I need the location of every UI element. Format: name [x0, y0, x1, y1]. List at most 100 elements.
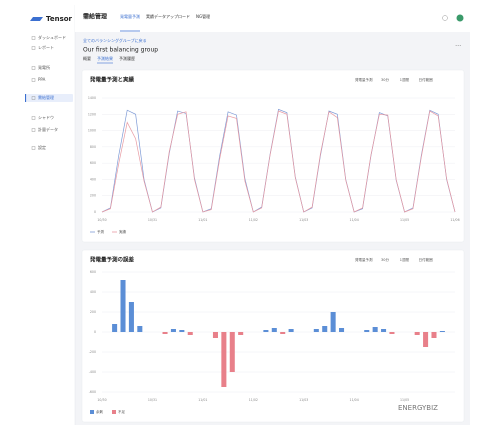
- bar: [238, 332, 244, 335]
- bar: [431, 332, 437, 338]
- y-tick-label: 800: [90, 145, 96, 149]
- toolbar-item[interactable]: 発電量予測: [355, 77, 373, 82]
- legend-swatch: [90, 410, 94, 414]
- bar: [120, 280, 126, 332]
- nav-bar: [25, 94, 27, 102]
- toolbar-item[interactable]: 日付範囲: [419, 257, 433, 262]
- header-tab[interactable]: 発電量予測: [120, 13, 140, 19]
- nav-icon: [31, 78, 36, 82]
- watermark: ENERGYBIZ: [398, 404, 438, 412]
- y-tick-label: 200: [90, 194, 96, 198]
- bar: [439, 331, 445, 332]
- x-tick-label: 11/02: [249, 398, 258, 402]
- y-tick-label: 600: [90, 161, 96, 165]
- chart-title: 発電量予測と実績: [90, 76, 135, 84]
- nav-item[interactable]: 計量データ: [38, 126, 58, 132]
- y-tick-label: 600: [90, 270, 96, 274]
- bar: [221, 332, 227, 387]
- avatar[interactable]: [456, 14, 464, 22]
- legend-label: 実績: [119, 229, 126, 234]
- bar: [288, 329, 294, 332]
- bar: [381, 329, 387, 332]
- chart-title: 発電量予測の誤差: [90, 256, 135, 264]
- y-tick-label: 1400: [88, 96, 96, 100]
- nav-item[interactable]: PPA: [38, 77, 46, 82]
- y-tick-label: 0: [94, 210, 96, 214]
- nav-icon: [31, 96, 36, 100]
- bar: [229, 332, 235, 372]
- bar: [137, 326, 143, 332]
- bar: [389, 332, 395, 334]
- legend-label: 余剰: [96, 409, 103, 414]
- sub-tab[interactable]: 予測結果: [97, 55, 113, 61]
- nav-item[interactable]: 需給管理: [38, 94, 54, 100]
- nav-item[interactable]: ダッシュボード: [38, 34, 66, 40]
- x-tick-label: 11/01: [198, 218, 207, 222]
- nav-icon: [31, 66, 36, 70]
- bar: [263, 330, 269, 332]
- bar: [423, 332, 429, 347]
- y-tick-label: 200: [90, 310, 96, 314]
- help-icon[interactable]: [442, 15, 448, 21]
- nav-item[interactable]: シャドウ: [38, 114, 54, 120]
- legend-swatch: [112, 410, 116, 414]
- x-tick-label: 11/01: [198, 398, 207, 402]
- x-tick-label: 11/06: [450, 218, 459, 222]
- bar: [187, 332, 193, 335]
- nav-icon: [31, 146, 36, 150]
- toolbar-item[interactable]: 30分: [381, 257, 389, 262]
- y-tick-label: -600: [89, 390, 96, 394]
- legend-label: 予測: [97, 229, 104, 234]
- logo: Tensor: [46, 15, 73, 23]
- bar: [112, 324, 118, 332]
- y-tick-label: 1000: [88, 129, 96, 133]
- header: [75, 5, 470, 32]
- bar: [280, 332, 286, 334]
- bar: [330, 312, 336, 332]
- toolbar-item[interactable]: 1週間: [400, 257, 410, 262]
- y-tick-label: -400: [89, 370, 96, 374]
- x-tick-label: 10/30: [97, 218, 106, 222]
- logo-mark: [30, 17, 43, 21]
- x-tick-label: 10/31: [148, 398, 157, 402]
- back-link[interactable]: 全てのバランシンググループに戻る: [83, 37, 147, 43]
- chart-card: [81, 249, 465, 423]
- y-tick-label: 0: [94, 330, 96, 334]
- bar: [212, 332, 218, 338]
- sub-tab[interactable]: 概要: [83, 55, 91, 61]
- y-tick-label: 400: [90, 290, 96, 294]
- x-tick-label: 11/05: [400, 218, 409, 222]
- toolbar-item[interactable]: 日付範囲: [419, 77, 433, 82]
- bar: [313, 329, 319, 332]
- x-tick-label: 11/05: [400, 398, 409, 402]
- toolbar-item[interactable]: 30分: [381, 77, 389, 82]
- series-line: [101, 110, 456, 213]
- nav-icon: [31, 116, 36, 120]
- sub-tab[interactable]: 予測履歴: [119, 55, 135, 61]
- more-menu[interactable]: ⋯: [455, 43, 461, 50]
- bar: [162, 332, 168, 334]
- nav-item[interactable]: 発電所: [38, 64, 50, 70]
- nav-active: [27, 94, 73, 102]
- x-tick-label: 11/04: [350, 218, 359, 222]
- page-title: Our first balancing group: [83, 47, 158, 54]
- nav-icon: [31, 128, 36, 132]
- nav-item[interactable]: 設定: [38, 144, 46, 150]
- x-tick-label: 11/03: [299, 218, 308, 222]
- y-tick-label: -200: [89, 350, 96, 354]
- toolbar-item[interactable]: 発電量予測: [355, 257, 373, 262]
- header-tab[interactable]: NG管理: [196, 13, 210, 19]
- y-tick-label: 400: [90, 177, 96, 181]
- nav-item[interactable]: レポート: [38, 44, 54, 50]
- toolbar-item[interactable]: 1週間: [400, 77, 410, 82]
- x-tick-label: 11/04: [350, 398, 359, 402]
- x-tick-label: 10/30: [97, 398, 106, 402]
- nav-icon: [31, 36, 36, 40]
- bar: [364, 330, 370, 332]
- header-tab[interactable]: 実績データアップロード: [146, 13, 190, 19]
- bar: [271, 328, 277, 332]
- bar: [322, 326, 328, 332]
- bar: [179, 330, 185, 332]
- legend-label: 不足: [118, 410, 125, 414]
